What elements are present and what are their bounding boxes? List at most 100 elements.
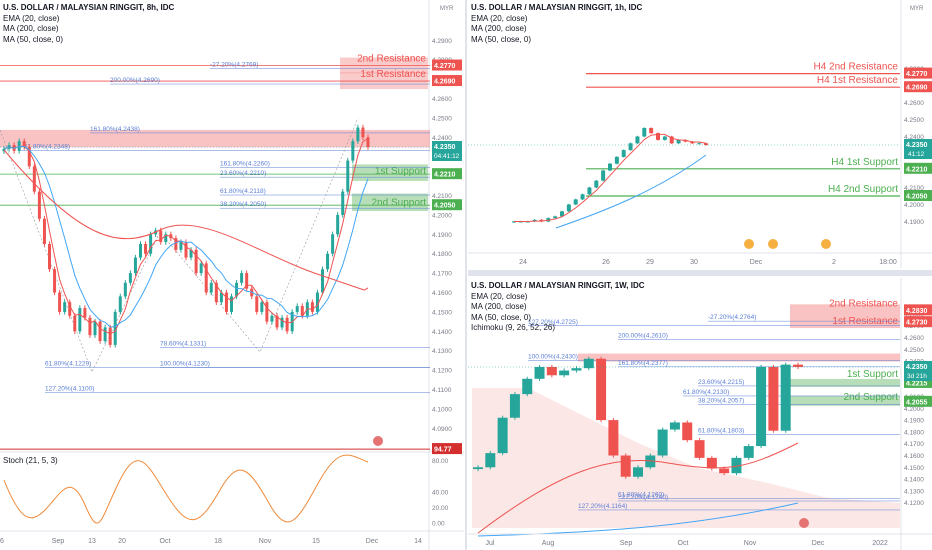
candle-1w-candle[interactable] — [571, 368, 582, 371]
candle-1w-candle[interactable] — [719, 468, 730, 474]
candle-8h-candle[interactable] — [133, 257, 137, 274]
candle-1h-candle[interactable] — [669, 136, 674, 144]
candle-8h-candle[interactable] — [78, 308, 82, 332]
candle-8h-candle[interactable] — [214, 282, 218, 303]
candle-1h-candle[interactable] — [601, 170, 606, 181]
indicator-ma50-1w[interactable]: MA (50, close, 0) — [471, 312, 532, 322]
candle-8h-candle[interactable] — [194, 249, 198, 274]
candle-8h-candle[interactable] — [346, 160, 350, 192]
candle-1w-candle[interactable] — [620, 455, 631, 477]
candle-1w-candle[interactable] — [583, 358, 594, 369]
candle-8h-candle[interactable] — [123, 282, 127, 297]
candle-1w-candle[interactable] — [682, 422, 693, 441]
candle-8h-candle[interactable] — [88, 317, 92, 336]
candle-8h-candle[interactable] — [321, 269, 324, 293]
chart-8h-canvas[interactable]: MYR4.29004.28004.27004.26004.25004.24004… — [0, 0, 464, 550]
candle-8h-candle[interactable] — [113, 311, 117, 345]
candle-1h-candle[interactable] — [662, 136, 667, 140]
candle-1w-candle[interactable] — [546, 367, 557, 376]
panel-divider-vertical[interactable] — [465, 0, 467, 550]
candle-1h-candle[interactable] — [697, 143, 702, 145]
candle-8h-candle[interactable] — [255, 296, 259, 312]
candle-1h-candle[interactable] — [573, 199, 578, 205]
candle-1h-candle[interactable] — [608, 163, 612, 171]
candle-8h-candle[interactable] — [53, 269, 57, 293]
candle-8h-candle[interactable] — [315, 292, 319, 312]
indicator-ma50-1h[interactable]: MA (50, close, 0) — [471, 34, 532, 44]
candle-8h-candle[interactable] — [32, 166, 36, 192]
candle-8h-candle[interactable] — [295, 306, 299, 312]
candle-8h-candle[interactable] — [37, 191, 41, 219]
candle-8h-candle[interactable] — [93, 321, 97, 336]
candle-1h-candle[interactable] — [560, 211, 564, 217]
chart-panel-8h[interactable]: MYR4.29004.28004.27004.26004.25004.24004… — [0, 0, 464, 550]
candle-8h-candle[interactable] — [280, 317, 284, 328]
event-flag-icon-8h[interactable] — [373, 436, 383, 446]
panel-divider-horizontal[interactable] — [468, 270, 932, 276]
candle-8h-candle[interactable] — [103, 327, 107, 341]
candle-8h-candle[interactable] — [235, 282, 239, 297]
candle-1w-candle[interactable] — [534, 367, 545, 379]
candle-1w-candle[interactable] — [706, 457, 717, 469]
candle-1w-candle[interactable] — [497, 417, 508, 454]
indicator-ma50-8h[interactable]: MA (50, close, 0) — [3, 34, 64, 44]
candle-8h-candle[interactable] — [83, 308, 87, 318]
candle-8h-candle[interactable] — [300, 306, 304, 316]
candle-8h-candle[interactable] — [285, 317, 289, 332]
candle-8h-candle[interactable] — [22, 141, 26, 147]
candle-1w-candle[interactable] — [522, 378, 533, 395]
indicator-ma200-1w[interactable]: MA (200, close) — [471, 302, 527, 311]
candle-1h-candle[interactable] — [656, 133, 660, 140]
candle-1h-candle[interactable] — [649, 128, 654, 134]
candle-1w-candle[interactable] — [793, 364, 803, 367]
candle-1w-candle[interactable] — [608, 420, 619, 456]
candle-8h-candle[interactable] — [164, 234, 168, 243]
candle-8h-candle[interactable] — [68, 302, 72, 316]
candle-1h-candle[interactable] — [553, 216, 558, 219]
candle-8h-candle[interactable] — [63, 302, 67, 312]
candle-1h-candle[interactable] — [635, 136, 640, 144]
candle-8h-candle[interactable] — [209, 282, 213, 293]
chart-1w-canvas[interactable]: 4.28004.27004.26004.25004.24004.23004.22… — [468, 278, 932, 550]
candle-8h-candle[interactable] — [98, 321, 102, 341]
indicator-ema-1w[interactable]: EMA (20, close) — [471, 291, 528, 301]
candle-1w-candle[interactable] — [473, 467, 483, 470]
candle-8h-candle[interactable] — [240, 273, 244, 283]
candle-8h-candle[interactable] — [144, 244, 148, 254]
candle-1w-candle[interactable] — [596, 358, 607, 421]
event-flag-icon-1h[interactable] — [768, 239, 778, 249]
indicator-ma200-8h[interactable]: MA (200, close) — [3, 24, 59, 33]
candle-8h-candle[interactable] — [265, 302, 269, 322]
candle-8h-candle[interactable] — [48, 244, 51, 270]
candle-1h-candle[interactable] — [594, 180, 599, 188]
candle-8h-candle[interactable] — [179, 242, 183, 250]
candle-8h-candle[interactable] — [341, 191, 345, 215]
candle-8h-candle[interactable] — [204, 263, 208, 293]
candle-8h-candle[interactable] — [331, 234, 335, 254]
candle-8h-candle[interactable] — [199, 263, 203, 274]
candle-8h-candle[interactable] — [275, 315, 279, 328]
chart-panel-1w[interactable]: 4.28004.27004.26004.25004.24004.23004.22… — [468, 278, 932, 550]
candle-1w-candle[interactable] — [559, 370, 570, 376]
candle-1h-candle[interactable] — [566, 204, 571, 212]
candle-8h-candle[interactable] — [356, 127, 360, 142]
candle-1w-candle[interactable] — [731, 457, 742, 474]
candle-8h-candle[interactable] — [219, 292, 223, 303]
candle-8h-candle[interactable] — [149, 234, 153, 254]
indicator-ema-8h[interactable]: EMA (20, close) — [3, 13, 60, 23]
candle-8h-candle[interactable] — [184, 242, 188, 258]
candle-8h-candle[interactable] — [73, 315, 77, 332]
candle-8h-candle[interactable] — [270, 315, 274, 322]
candle-1w-candle[interactable] — [780, 364, 791, 431]
indicator-ichimoku-1w[interactable]: Ichimoku (9, 26, 52, 26) — [471, 323, 556, 332]
candle-8h-candle[interactable] — [27, 147, 31, 167]
candle-8h-candle[interactable] — [42, 218, 46, 244]
candle-8h-candle[interactable] — [139, 244, 142, 258]
candle-1h-candle[interactable] — [621, 150, 626, 157]
candle-8h-candle[interactable] — [224, 292, 228, 312]
candle-1h-candle[interactable] — [628, 143, 633, 151]
candle-1h-candle[interactable] — [587, 187, 592, 195]
candle-8h-candle[interactable] — [260, 302, 264, 312]
event-flag-icon-1h[interactable] — [744, 239, 754, 249]
indicator-ema-1h[interactable]: EMA (20, close) — [471, 13, 528, 23]
